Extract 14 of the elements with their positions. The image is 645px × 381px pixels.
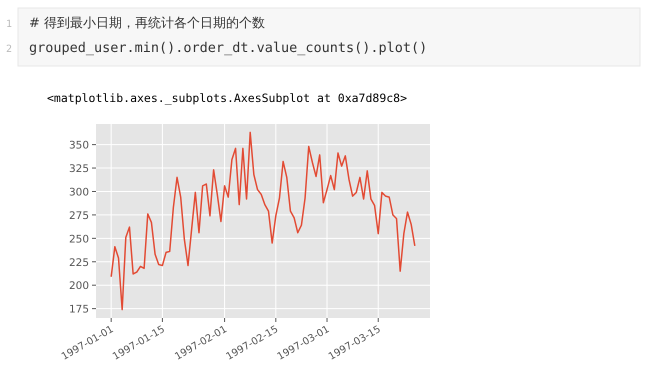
y-tick-label: 175	[68, 304, 89, 316]
y-tick-label: 300	[68, 186, 89, 198]
text: 1	[6, 19, 12, 30]
y-tick-label: 225	[68, 256, 89, 269]
text: grouped_user.min().order_dt.value_counts().plot()	[29, 40, 428, 56]
y-tick-label: 325	[68, 163, 89, 176]
line-series	[110, 132, 416, 310]
y-tick-label: 275	[68, 210, 89, 222]
text: <matplotlib.axes._subplots.AxesSubplot at 0xa7d89c8>	[47, 91, 408, 105]
y-tick-label: 250	[68, 233, 89, 246]
text: 2	[6, 44, 12, 55]
y-tick-label: 200	[68, 280, 89, 292]
y-tick-label: 350	[68, 140, 89, 152]
text: # 得到最小日期，再统计各个日期的个数	[29, 16, 266, 31]
